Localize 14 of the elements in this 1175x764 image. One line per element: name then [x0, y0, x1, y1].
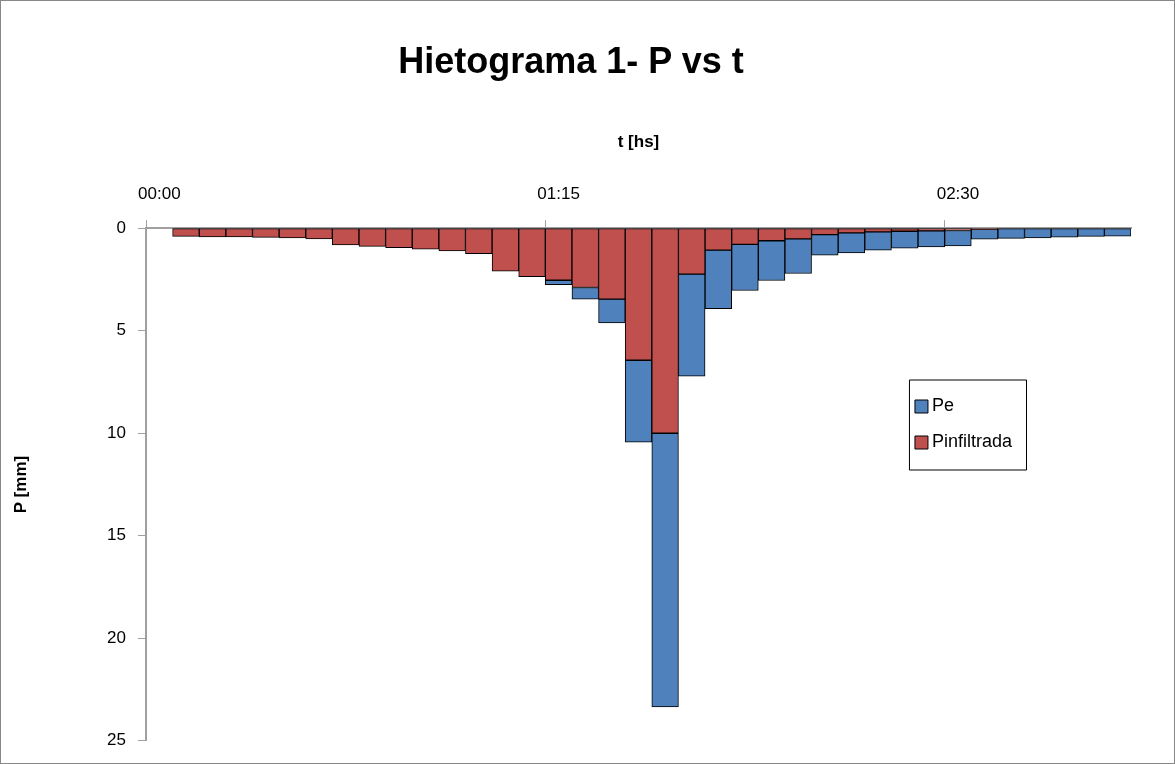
x-tick-label: 00:00	[138, 183, 181, 203]
x-tick-label: 02:30	[936, 183, 980, 203]
y-tick-label: 25	[107, 730, 126, 750]
y-tick-label: 5	[116, 320, 126, 340]
y-tick-label: 20	[107, 627, 126, 647]
y-tick-label: 0	[116, 217, 126, 237]
chart-title: Hietograma 1- P vs t	[398, 39, 744, 81]
y-tick-label: 15	[107, 525, 126, 545]
y-axis-title: P [mm]	[10, 455, 30, 514]
x-axis-title: t [hs]	[617, 132, 660, 152]
legend-label: Pe	[931, 395, 954, 416]
x-tick-label: 01:15	[537, 183, 580, 203]
y-tick-label: 10	[107, 422, 126, 442]
legend-label: Pinfiltrada	[931, 431, 1013, 452]
